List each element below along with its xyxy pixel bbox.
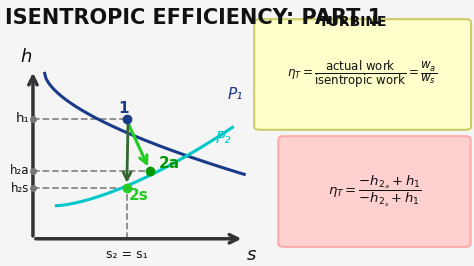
FancyBboxPatch shape — [254, 19, 471, 130]
Text: h: h — [20, 48, 32, 66]
Text: TURBINE: TURBINE — [319, 15, 387, 29]
Text: s₂ = s₁: s₂ = s₁ — [106, 248, 148, 261]
Text: 1: 1 — [118, 101, 128, 115]
Text: h₂s: h₂s — [11, 182, 29, 195]
Text: s: s — [246, 246, 256, 264]
Text: P₂: P₂ — [216, 131, 231, 146]
Text: ISENTROPIC EFFICIENCY: PART 1: ISENTROPIC EFFICIENCY: PART 1 — [5, 8, 382, 28]
Text: h₁: h₁ — [16, 112, 29, 125]
Text: h₂a: h₂a — [10, 164, 29, 177]
Text: $\eta_T = \dfrac{\mathrm{actual\ work}}{\mathrm{isentropic\ work}} = \dfrac{w_a}: $\eta_T = \dfrac{\mathrm{actual\ work}}{… — [287, 59, 438, 90]
Text: 2s: 2s — [129, 188, 149, 203]
Text: P₁: P₁ — [228, 88, 243, 102]
Text: $\eta_T = \dfrac{-h_{2_a} + h_1}{-h_{2_s} + h_1}$: $\eta_T = \dfrac{-h_{2_a} + h_1}{-h_{2_s… — [328, 174, 421, 209]
Text: 2a: 2a — [158, 156, 180, 171]
FancyBboxPatch shape — [278, 136, 471, 247]
